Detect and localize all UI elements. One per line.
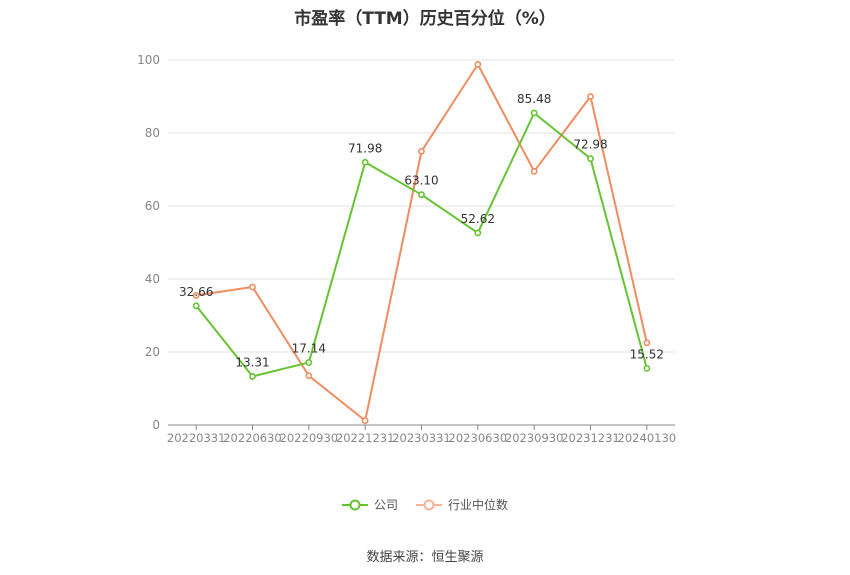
y-tick-label: 100	[137, 53, 160, 67]
data-point-series-0	[474, 229, 482, 237]
data-point-series-1	[530, 167, 538, 175]
data-point-series-0	[361, 158, 369, 166]
data-source-note: 数据来源：恒生聚源	[366, 550, 484, 565]
y-tick-label: 40	[145, 272, 160, 286]
data-point-series-1	[474, 60, 482, 68]
data-label: 72.98	[573, 138, 607, 152]
x-tick-label: 20240130	[618, 431, 677, 445]
chart-title: 市盈率（TTM）历史百分位（%）	[294, 9, 556, 29]
x-tick-label: 20230930	[505, 431, 564, 445]
y-tick-label: 20	[145, 345, 160, 359]
data-point-series-1	[587, 93, 594, 100]
legend-item-industry-median[interactable]: 行业中位数	[416, 496, 508, 513]
data-point-series-0	[192, 302, 200, 310]
y-tick-label: 0	[152, 418, 160, 432]
data-label: 52.62	[461, 212, 495, 226]
data-point-series-1	[249, 283, 256, 291]
data-point-series-1	[361, 417, 369, 425]
x-tick-label: 20221231	[336, 431, 395, 445]
x-tick-label: 20220930	[280, 431, 339, 445]
data-label: 32.66	[179, 285, 213, 299]
data-label: 13.31	[235, 355, 269, 369]
data-point-series-1	[305, 372, 313, 380]
x-tick-label: 20230630	[449, 431, 508, 445]
y-tick-label: 80	[145, 126, 160, 140]
legend-line-green-icon	[341, 499, 368, 510]
y-tick-label: 60	[145, 199, 160, 213]
data-label: 17.14	[292, 341, 326, 355]
data-point-series-0	[530, 109, 538, 117]
x-tick-label: 20230331	[392, 431, 451, 445]
data-point-series-0	[305, 359, 313, 366]
data-point-series-1	[192, 292, 200, 299]
legend-line-orange-icon	[416, 499, 442, 510]
data-point-series-1	[418, 147, 425, 155]
data-label: 15.52	[630, 347, 664, 361]
x-tick-label: 20220331	[167, 431, 226, 445]
legend: 公司 行业中位数	[0, 496, 850, 513]
x-tick-label: 20231231	[561, 431, 620, 445]
data-label: 63.10	[404, 174, 438, 188]
data-point-series-0	[643, 364, 651, 372]
legend-item-company[interactable]: 公司	[341, 496, 398, 513]
legend-label-company: 公司	[373, 498, 398, 512]
data-label: 71.98	[348, 141, 382, 155]
data-point-series-0	[249, 373, 256, 380]
data-point-series-1	[643, 339, 651, 347]
data-point-series-0	[587, 155, 594, 163]
data-label: 85.48	[517, 92, 551, 106]
data-point-series-0	[418, 191, 425, 199]
x-tick-label: 20220630	[223, 431, 282, 445]
legend-label-industry-median: 行业中位数	[448, 498, 509, 512]
